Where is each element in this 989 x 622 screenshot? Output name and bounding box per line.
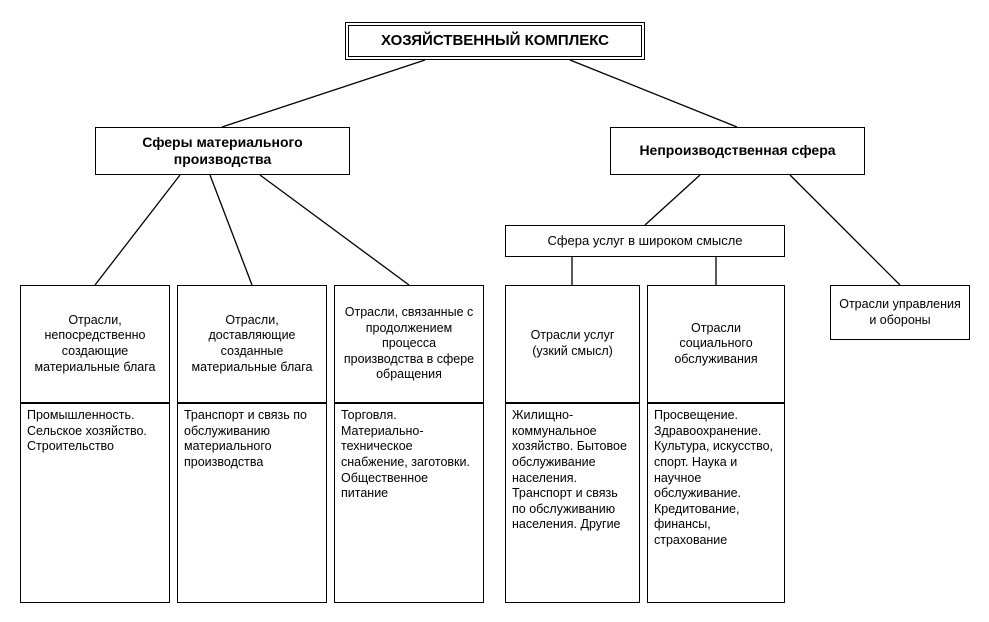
node-label: Отрасли, непосредственно создающие матер… xyxy=(27,313,163,376)
node-label: Непроизводственная сфера xyxy=(639,142,835,160)
node-label: Торговля. Материально-техническое снабже… xyxy=(341,408,477,502)
detail-direct-goods: Промышленность. Сельское хозяйство. Стро… xyxy=(20,403,170,603)
node-label: Сферы материального производства xyxy=(102,134,343,169)
node-label: Жилищно-коммунальное хозяйство. Бытовое … xyxy=(512,408,633,533)
node-label: Отрасли, связанные с продолжением процес… xyxy=(341,305,477,383)
node-nonproduction-sphere: Непроизводственная сфера xyxy=(610,127,865,175)
node-label: Отрасли управления и обороны xyxy=(837,297,963,328)
node-label: Транспорт и связь по обслуживанию матери… xyxy=(184,408,320,471)
detail-circulation: Торговля. Материально-техническое снабже… xyxy=(334,403,484,603)
node-label: Сфера услуг в широком смысле xyxy=(547,233,742,249)
detail-delivering-goods: Транспорт и связь по обслуживанию матери… xyxy=(177,403,327,603)
node-material-production: Сферы материального производства xyxy=(95,127,350,175)
col-direct-goods: Отрасли, непосредственно создающие матер… xyxy=(20,285,170,403)
node-label: Отрасли социального обслуживания xyxy=(654,321,778,368)
col-management-defense: Отрасли управления и обороны xyxy=(830,285,970,340)
node-label: Отрасли услуг (узкий смысл) xyxy=(512,328,633,359)
node-label: Отрасли, доставляющие созданные материал… xyxy=(184,313,320,376)
col-circulation: Отрасли, связанные с продолжением процес… xyxy=(334,285,484,403)
col-delivering-goods: Отрасли, доставляющие созданные материал… xyxy=(177,285,327,403)
col-services-narrow: Отрасли услуг (узкий смысл) xyxy=(505,285,640,403)
root-label: ХОЗЯЙСТВЕННЫЙ КОМПЛЕКС xyxy=(381,32,609,51)
node-services-broad: Сфера услуг в широком смысле xyxy=(505,225,785,257)
detail-social-services: Просвещение. Здравоохранение. Культура, … xyxy=(647,403,785,603)
node-label: Просвещение. Здравоохранение. Культура, … xyxy=(654,408,778,549)
node-label: Промышленность. Сельское хозяйство. Стро… xyxy=(27,408,163,455)
col-social-services: Отрасли социального обслуживания xyxy=(647,285,785,403)
detail-services-narrow: Жилищно-коммунальное хозяйство. Бытовое … xyxy=(505,403,640,603)
root-node: ХОЗЯЙСТВЕННЫЙ КОМПЛЕКС xyxy=(345,22,645,60)
